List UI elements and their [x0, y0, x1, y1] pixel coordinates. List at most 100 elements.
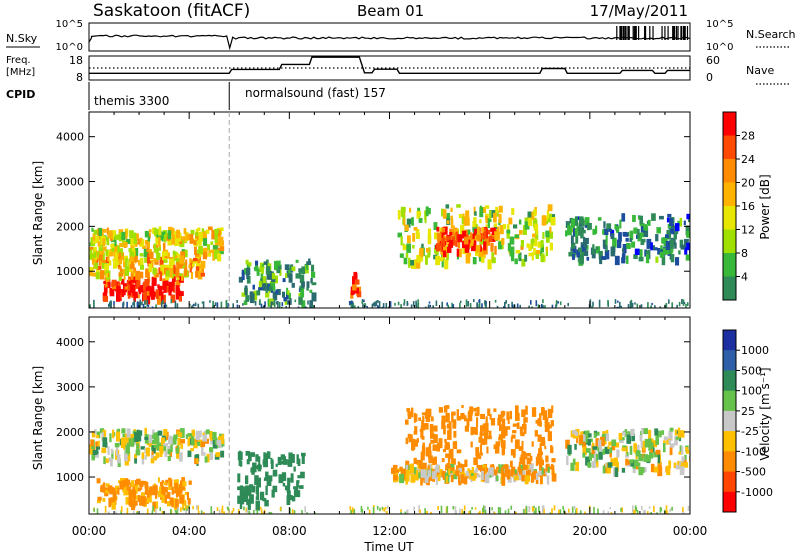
power-heatmap [89, 204, 690, 308]
echo-cell [629, 513, 631, 514]
echo-cell [155, 501, 159, 509]
echo-cell [243, 300, 248, 305]
echo-cell [102, 483, 105, 493]
echo-cell [126, 239, 131, 245]
echo-cell [94, 262, 99, 269]
echo-cell [144, 436, 149, 440]
echo-cell [137, 239, 140, 245]
echo-cell [611, 442, 616, 451]
echo-cell [441, 420, 446, 430]
echo-cell [484, 473, 490, 484]
y-tick-label: 3000 [56, 176, 84, 189]
echo-cell [540, 437, 546, 445]
echo-cell [205, 429, 210, 435]
echo-cell [500, 439, 504, 444]
echo-cell [152, 267, 157, 275]
echo-cell [231, 510, 233, 514]
echo-cell [162, 486, 166, 496]
echo-cell [255, 485, 259, 495]
echo-cell [592, 446, 598, 450]
echo-cell [607, 299, 609, 305]
echo-cell [98, 245, 101, 249]
echo-cell [509, 410, 512, 420]
echo-cell [188, 264, 191, 269]
velocity-colorbar-label: Velocity [m s⁻¹] [758, 367, 772, 460]
echo-cell [280, 454, 285, 460]
echo-cell [668, 460, 672, 469]
echo-cell [147, 304, 150, 308]
echo-cell [584, 430, 590, 439]
echo-cell [195, 430, 201, 441]
echo-cell [443, 226, 448, 235]
echo-cell [289, 507, 291, 514]
colorbar-segment [723, 159, 736, 183]
echo-cell [201, 446, 204, 456]
echo-cell [484, 510, 487, 514]
echo-cell [413, 430, 418, 435]
echo-cell [297, 458, 301, 466]
echo-cell [601, 433, 607, 439]
echo-cell [479, 431, 483, 440]
echo-cell [301, 300, 306, 308]
echo-cell [474, 412, 480, 417]
echo-cell [523, 426, 527, 434]
echo-cell [607, 462, 613, 468]
echo-cell [136, 301, 139, 308]
echo-cell [542, 468, 547, 477]
echo-cell [411, 217, 414, 226]
echo-cell [119, 232, 122, 242]
echo-cell [415, 233, 420, 239]
echo-cell [634, 302, 636, 305]
echo-cell [140, 446, 145, 450]
echo-cell [559, 509, 562, 514]
echo-cell [153, 291, 157, 297]
echo-cell [469, 303, 472, 308]
echo-cell [192, 506, 194, 510]
colorbar-tick-label: 1000 [741, 344, 769, 357]
echo-cell [144, 306, 147, 308]
echo-cell [666, 229, 672, 240]
colorbar-tick-label: -1000 [741, 486, 773, 499]
echo-cell [481, 470, 484, 480]
echo-cell [521, 474, 526, 482]
echo-cell [185, 233, 191, 241]
echo-cell [256, 268, 260, 276]
echo-cell [146, 290, 152, 296]
echo-cell [309, 289, 313, 293]
echo-cell [446, 220, 450, 225]
echo-cell [240, 494, 245, 505]
echo-cell [237, 451, 243, 461]
echo-cell [244, 268, 247, 275]
echo-cell [576, 438, 579, 444]
echo-cell [546, 475, 550, 485]
echo-cell [218, 509, 221, 514]
echo-cell [449, 467, 455, 471]
echo-cell [357, 306, 360, 308]
echo-cell [387, 505, 389, 510]
echo-cell [175, 280, 181, 286]
echo-cell [687, 505, 690, 511]
echo-cell [498, 464, 501, 473]
echo-cell [296, 480, 300, 484]
echo-cell [451, 412, 454, 422]
echo-cell [614, 299, 617, 304]
echo-cell [430, 511, 432, 514]
echo-cell [476, 406, 480, 416]
echo-cell [410, 407, 414, 418]
echo-cell [259, 307, 261, 308]
echo-cell [535, 507, 537, 514]
echo-cell [155, 304, 157, 308]
echo-cell [540, 244, 544, 253]
echo-cell [271, 301, 273, 305]
echo-cell [140, 288, 144, 293]
echo-cell [685, 450, 690, 454]
echo-cell [648, 506, 651, 509]
echo-cell [597, 508, 599, 514]
echo-cell [504, 301, 506, 308]
echo-cell [95, 441, 98, 449]
echo-cell [160, 264, 163, 274]
echo-cell [139, 253, 144, 257]
echo-cell [465, 229, 471, 235]
echo-cell [368, 509, 371, 514]
echo-cell [428, 443, 432, 449]
